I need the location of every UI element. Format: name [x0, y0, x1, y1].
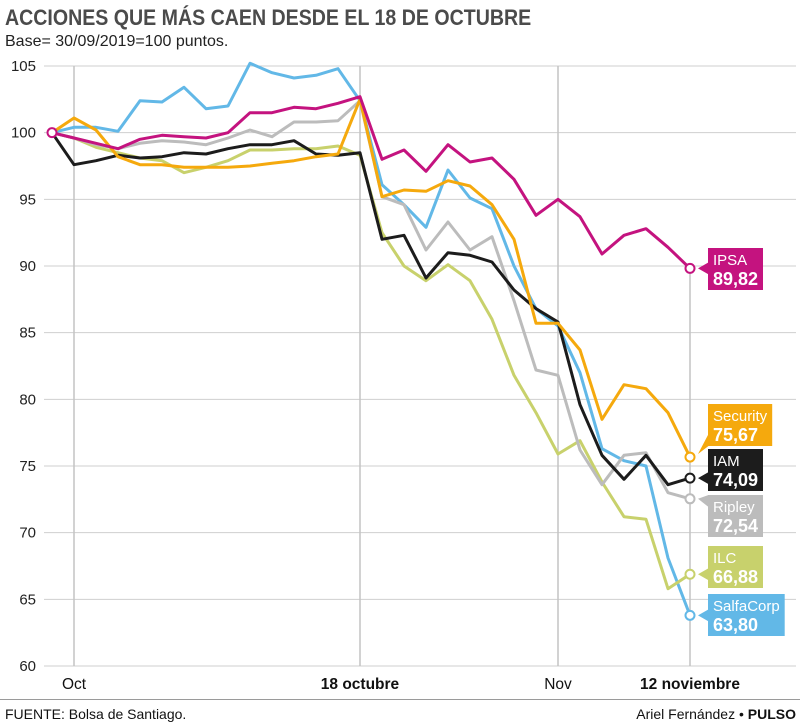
- x-tick-label: 12 noviembre: [640, 676, 740, 693]
- series-name-label: ILC: [713, 550, 737, 567]
- end-point-marker-ripley: [684, 493, 696, 505]
- end-label-box: [708, 594, 785, 636]
- end-point-marker-ipsa: [684, 262, 696, 274]
- y-tick-label: 60: [19, 658, 36, 675]
- x-tick-label: Nov: [544, 676, 572, 693]
- y-tick-label: 100: [11, 125, 36, 142]
- x-axis-ticks: Oct 18 octubre Nov 12 noviembre: [62, 676, 740, 693]
- series-line-iam: [50, 131, 692, 487]
- end-point-marker-ilc: [684, 568, 696, 580]
- series-value-label: 74,09: [713, 470, 758, 490]
- series-line-security: [50, 97, 692, 459]
- series-value-label: 72,54: [713, 516, 758, 536]
- x-tick-label: Oct: [62, 676, 87, 693]
- end-label-pointer: [698, 609, 709, 622]
- point-markers: [46, 127, 696, 621]
- footer-brand: PULSO: [747, 706, 796, 722]
- y-tick-label: 65: [19, 591, 36, 608]
- end-labels: IPSA89,82Security75,67IAM74,09Ripley72,5…: [698, 248, 785, 636]
- y-tick-label: 70: [19, 525, 36, 542]
- chart-title: ACCIONES QUE MÁS CAEN DESDE EL 18 DE OCT…: [5, 5, 532, 30]
- footer-separator: •: [738, 706, 744, 722]
- series-name-label: IPSA: [713, 252, 747, 269]
- end-point-marker-salfacorp: [684, 609, 696, 621]
- end-label-pointer: [698, 262, 709, 275]
- end-label-box: [708, 546, 763, 588]
- end-label-box: [708, 248, 763, 290]
- chart-subtitle: Base= 30/09/2019=100 puntos.: [5, 33, 229, 50]
- footer-credit: Ariel Fernández • PULSO: [636, 706, 796, 722]
- x-tick-label: 18 octubre: [321, 676, 400, 693]
- series-value-label: 75,67: [713, 425, 758, 445]
- start-point-marker: [46, 127, 58, 139]
- end-point-marker-security: [684, 451, 696, 463]
- end-point-marker-iam: [684, 472, 696, 484]
- y-tick-label: 75: [19, 458, 36, 475]
- end-label-pointer: [698, 472, 709, 485]
- end-label-pointer: [698, 568, 709, 581]
- y-tick-label: 85: [19, 325, 36, 342]
- series-value-label: 89,82: [713, 269, 758, 289]
- series-name-label: SalfaCorp: [713, 598, 780, 615]
- series-value-label: 66,88: [713, 567, 758, 587]
- y-tick-label: 95: [19, 191, 36, 208]
- y-tick-label: 80: [19, 391, 36, 408]
- footer-author: Ariel Fernández: [636, 706, 736, 722]
- footer-source: FUENTE: Bolsa de Santiago.: [5, 706, 187, 722]
- end-label-box: [708, 449, 763, 491]
- series-name-label: IAM: [713, 453, 740, 470]
- end-label-pointer: [698, 434, 709, 454]
- series-value-label: 63,80: [713, 615, 758, 635]
- y-tick-label: 90: [19, 258, 36, 275]
- series-line-ipsa: [50, 95, 692, 270]
- series-lines: [50, 61, 692, 617]
- end-label-box: [708, 404, 773, 446]
- end-label-pointer: [698, 495, 709, 507]
- footer-divider: [0, 699, 800, 700]
- y-tick-label: 105: [11, 58, 36, 75]
- series-name-label: Ripley: [713, 499, 755, 516]
- series-name-label: Security: [713, 408, 768, 425]
- y-axis-ticks: 105 100 95 90 85 80 75 70 65 60: [11, 58, 36, 675]
- end-label-box: [708, 495, 763, 537]
